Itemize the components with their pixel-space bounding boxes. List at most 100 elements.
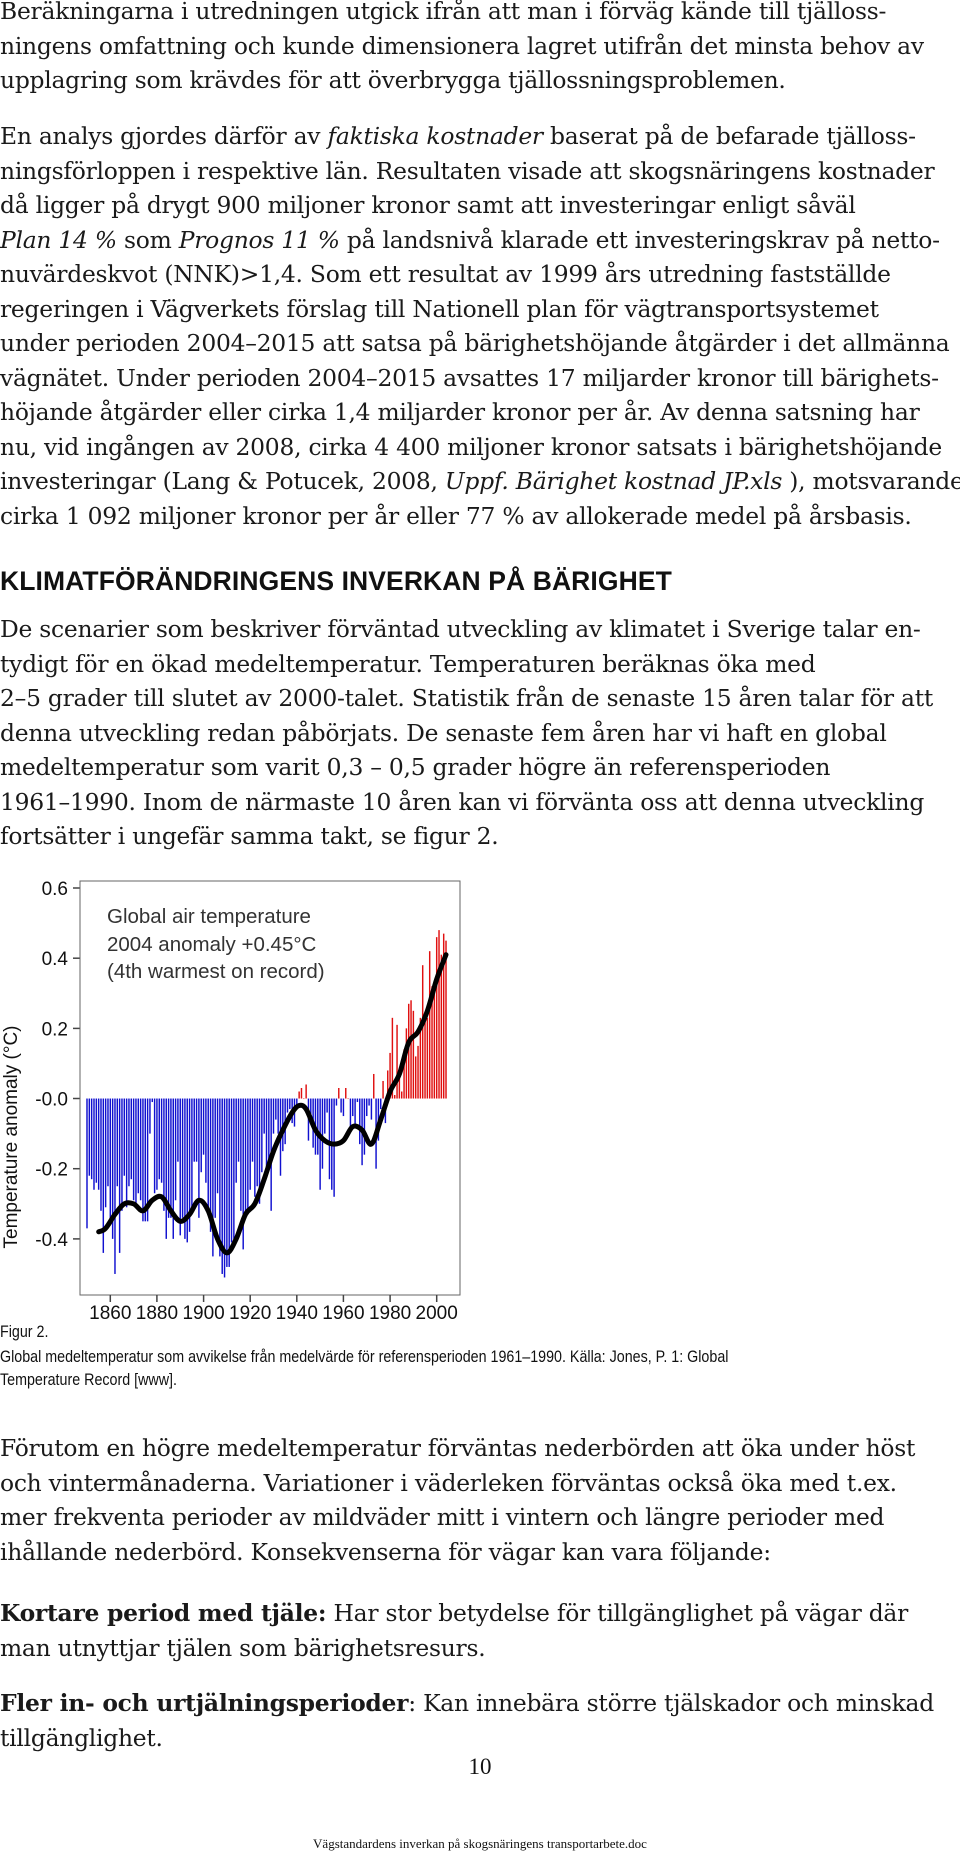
y-tick-label: -0.4 — [35, 1230, 68, 1251]
annual-bar — [146, 1098, 149, 1222]
annual-bar — [300, 1088, 303, 1099]
text-run: baserat på de befarade tjälloss- — [542, 122, 916, 150]
annual-bar — [249, 1098, 251, 1190]
annual-bar — [170, 1098, 172, 1218]
annual-bar — [128, 1098, 130, 1187]
annual-bar — [419, 1017, 422, 1099]
annual-bar — [389, 1052, 391, 1099]
annual-bar — [212, 1098, 214, 1257]
page-number: 10 — [468, 1754, 492, 1779]
annual-bar — [289, 1098, 291, 1110]
annual-bar — [102, 1098, 105, 1253]
text-run: : Kan innebära större tjälskador och min… — [408, 1689, 934, 1717]
annual-bar — [317, 1098, 319, 1155]
item-term: Kortare period med tjäle: — [0, 1599, 327, 1627]
annual-bar — [123, 1098, 126, 1176]
annual-bar — [347, 1098, 349, 1100]
annual-bar — [86, 1098, 88, 1229]
annual-bar — [438, 930, 440, 1099]
annual-bar — [137, 1098, 140, 1194]
annual-bar — [303, 1098, 305, 1100]
x-tick-label: 1940 — [276, 1303, 318, 1324]
annual-bar — [214, 1098, 216, 1218]
annual-bar — [135, 1098, 137, 1208]
text-run: på landsnivå klarade ett investeringskra… — [339, 225, 940, 254]
annual-bar — [97, 1098, 100, 1190]
annual-bar — [209, 1098, 212, 1232]
annual-bar — [387, 1070, 389, 1099]
annual-bar — [380, 1098, 382, 1110]
text-line: mer frekventa perioder av mildväder mitt… — [0, 1503, 885, 1531]
italic-term: faktiska kostnader — [327, 122, 543, 150]
text-line: 1961–1990. Inom de närmaste 10 åren kan … — [0, 787, 925, 816]
y-tick-labels: 0.6 0.4 0.2 -0.0 -0.2 -0.4 — [35, 879, 80, 1251]
annual-bar — [104, 1098, 107, 1208]
annual-bar — [398, 1077, 401, 1099]
x-tick-label: 1900 — [182, 1303, 224, 1324]
annual-bar — [426, 1017, 429, 1099]
annual-bar — [181, 1098, 184, 1218]
annual-bar — [114, 1098, 116, 1274]
figure-label: Figur 2. — [0, 1322, 49, 1341]
y-tick-label: 0.4 — [42, 949, 69, 970]
annual-bar — [100, 1098, 102, 1211]
annual-bar — [433, 989, 436, 1099]
annual-bar — [258, 1098, 261, 1204]
annual-bar — [200, 1098, 202, 1173]
annual-bar — [342, 1098, 345, 1117]
annual-bar — [428, 951, 431, 1099]
annual-bar — [256, 1098, 258, 1187]
text-line: Plan 14 % som Prognos 11 % på landsnivå … — [0, 226, 940, 254]
y-tick-label: 0.6 — [42, 879, 68, 900]
text-line: under perioden 2004–2015 att satsa på bä… — [0, 329, 950, 357]
annual-bar — [88, 1098, 91, 1176]
text-line: regeringen i Vägverkets förslag till Nat… — [0, 294, 879, 323]
annual-bar — [198, 1098, 200, 1218]
annual-bar — [417, 1045, 419, 1099]
annual-bar — [326, 1098, 328, 1113]
text-run: investeringar (Lang & Potucek, 2008, — [0, 467, 445, 495]
annual-bar — [230, 1098, 233, 1243]
annual-bar — [412, 1010, 415, 1099]
annual-bar — [216, 1098, 219, 1194]
paragraph-climate: De scenarier som beskriver förväntad utv… — [0, 612, 950, 854]
text-line: En analys gjordes därför av faktiska kos… — [0, 122, 916, 150]
annual-bar — [272, 1098, 275, 1134]
text-line: nuvärdeskvot (NNK)>1,4. Som ett resultat… — [0, 260, 891, 288]
annual-bar — [156, 1098, 158, 1190]
y-tick-label: -0.0 — [35, 1090, 68, 1111]
annual-bar — [394, 1095, 396, 1099]
annual-bar — [370, 1098, 373, 1120]
page-footer: Vägstandardens inverkan på skogsnäringen… — [313, 1836, 647, 1851]
caption-line: Global medeltemperatur som avvikelse frå… — [0, 1347, 729, 1366]
caption-line: Temperature Record [www]. — [0, 1370, 177, 1389]
annual-bar — [414, 1056, 417, 1099]
text-line: Fler in- och urtjälningsperioder: Kan in… — [0, 1689, 934, 1717]
text-line: De scenarier som beskriver förväntad utv… — [0, 615, 921, 643]
annual-bar — [193, 1098, 195, 1162]
consequence-item-1: Kortare period med tjäle: Har stor betyd… — [0, 1596, 950, 1665]
annual-bar — [424, 1021, 426, 1099]
annual-bar — [116, 1098, 119, 1187]
x-tick-label: 1980 — [369, 1303, 411, 1324]
annual-bar — [421, 965, 424, 1099]
italic-term: Prognos 11 % — [178, 225, 340, 254]
annual-bar — [172, 1098, 174, 1239]
annual-bar — [149, 1098, 151, 1134]
text-line: Kortare period med tjäle: Har stor betyd… — [0, 1599, 908, 1627]
annual-bar — [186, 1098, 188, 1243]
annual-bar — [109, 1098, 112, 1225]
y-axis-label: Temperature anomaly (°C) — [1, 1025, 22, 1248]
temperature-anomaly-chart: Temperature anomaly (°C) 0.6 0.4 0.2 -0.0 -0… — [1, 879, 461, 1324]
chart-subtitle-2: (4th warmest on record) — [107, 960, 325, 983]
annual-bar — [254, 1098, 256, 1197]
figure-caption: Global medeltemperatur som avvikelse frå… — [0, 1345, 960, 1391]
annual-bar — [242, 1098, 244, 1250]
annual-bar — [219, 1098, 221, 1257]
annual-bar — [277, 1098, 279, 1134]
annual-bar — [188, 1098, 191, 1232]
annual-bar — [321, 1098, 324, 1169]
annual-bar — [237, 1098, 240, 1162]
annual-bar — [191, 1098, 193, 1215]
annual-bar — [130, 1098, 133, 1180]
